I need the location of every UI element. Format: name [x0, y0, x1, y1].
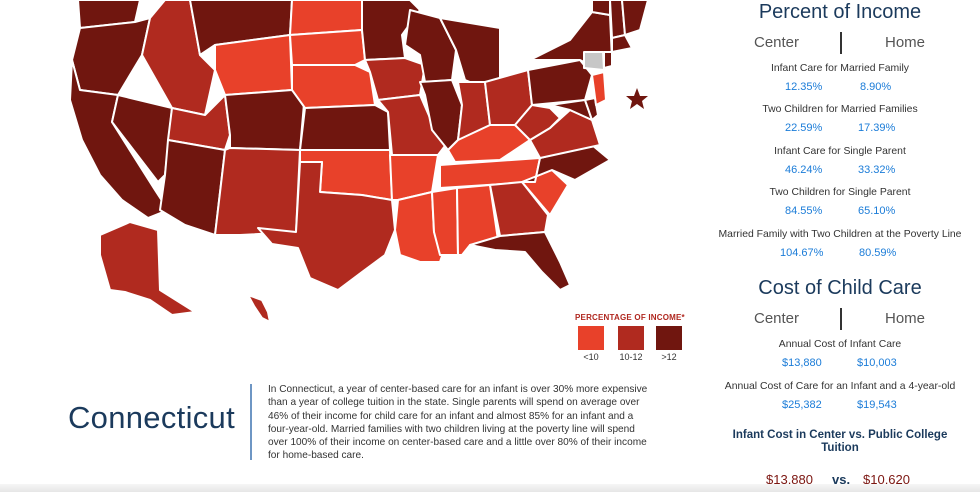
- us-choropleth-map: [69, 0, 649, 323]
- poi-center-value: 104.67%: [780, 247, 824, 259]
- cost-of-child-care-title: Cost of Child Care: [758, 277, 922, 299]
- state-title: Connecticut: [68, 400, 236, 435]
- poi-home-value: 8.90%: [860, 81, 892, 93]
- state-massachusetts[interactable]: [611, 34, 633, 53]
- legend-swatch-mid: [618, 326, 644, 350]
- cost-center-header: Center: [754, 310, 800, 327]
- state-hawaii[interactable]: [247, 294, 271, 323]
- poi-row-label: Two Children for Married Families: [762, 104, 918, 115]
- poi-column-separator: [840, 32, 842, 54]
- legend-label-lt10: <10: [583, 352, 599, 362]
- legend-item-lt10: <10: [577, 326, 605, 362]
- cost-column-separator: [840, 308, 842, 330]
- poi-center-value: 84.55%: [785, 205, 823, 217]
- percent-of-income-title: Percent of Income: [758, 1, 922, 23]
- state-connecticut[interactable]: [583, 51, 605, 71]
- cost-center-value: $25,382: [782, 399, 822, 411]
- comparison-vs: vs.: [832, 472, 851, 487]
- state-minnesota[interactable]: [361, 0, 421, 61]
- comparison-title-line: Tuition: [821, 442, 859, 454]
- state-description-line: 46% of their income for child care for a…: [268, 410, 634, 422]
- legend-swatch-gt12: [656, 326, 682, 350]
- cost-home-header: Home: [885, 310, 926, 327]
- legend-label-gt12: >12: [661, 352, 677, 362]
- poi-row-label: Married Family with Two Children at the …: [718, 229, 962, 240]
- cost-row-label: Annual Cost of Care for an Infant and a …: [724, 381, 956, 392]
- state-arizona[interactable]: [159, 139, 226, 236]
- poi-center-value: 22.59%: [785, 122, 823, 134]
- state-texas[interactable]: [257, 161, 396, 291]
- state-maine[interactable]: [621, 0, 649, 36]
- state-mississippi[interactable]: [431, 187, 459, 256]
- state-description-line: four-year-old. Married families with two…: [268, 423, 635, 435]
- state-new-mexico[interactable]: [214, 147, 301, 236]
- bottom-shade: [0, 484, 980, 492]
- cost-home-value: $10,003: [857, 357, 897, 369]
- state-oregon[interactable]: [71, 17, 151, 96]
- legend-item-mid: 10-12: [617, 326, 645, 362]
- state-description-line: over 100% of their income on center-base…: [268, 437, 647, 449]
- state-description-line: In Connecticut, a year of center-based c…: [268, 384, 648, 395]
- state-wyoming[interactable]: [214, 34, 293, 96]
- state-georgia[interactable]: [489, 181, 549, 237]
- poi-row-label: Infant Care for Married Family: [770, 63, 909, 74]
- legend-item-gt12: >12: [655, 326, 683, 362]
- state-missouri[interactable]: [377, 94, 449, 156]
- state-kansas[interactable]: [299, 104, 391, 151]
- poi-row-label: Infant Care for Single Parent: [774, 146, 906, 157]
- cost-home-value: $19,543: [857, 399, 897, 411]
- state-nebraska[interactable]: [291, 64, 376, 109]
- tuition-value: $10,620: [863, 472, 910, 487]
- cost-row-label: Annual Cost of Infant Care: [778, 339, 902, 350]
- state-south-dakota[interactable]: [289, 29, 366, 66]
- poi-home-header: Home: [885, 34, 926, 51]
- state-new-jersey[interactable]: [591, 71, 607, 106]
- comparison-title: Infant Cost in Center vs. Public College…: [700, 429, 980, 455]
- state-vermont[interactable]: [591, 0, 611, 16]
- legend-label-mid: 10-12: [619, 352, 643, 362]
- state-description-line: for home-based care.: [268, 450, 364, 462]
- cost-center-value: $13,880: [782, 357, 822, 369]
- state-california[interactable]: [69, 59, 169, 219]
- poi-row-label: Two Children for Single Parent: [769, 187, 911, 198]
- state-description: In Connecticut, a year of center-based c…: [268, 383, 688, 463]
- poi-center-value: 12.35%: [785, 81, 823, 93]
- poi-home-value: 80.59%: [859, 247, 897, 259]
- legend-title: PERCENTAGE OF INCOME*: [575, 313, 685, 322]
- state-description-line: than a year of college tuition in the st…: [268, 397, 640, 409]
- map-legend: PERCENTAGE OF INCOME* <10 10-12 >12: [575, 313, 690, 364]
- state-nevada[interactable]: [111, 94, 173, 183]
- state-florida[interactable]: [469, 231, 571, 291]
- poi-home-value: 65.10%: [858, 205, 896, 217]
- legend-swatch-lt10: [578, 326, 604, 350]
- poi-home-value: 17.39%: [858, 122, 896, 134]
- state-colorado[interactable]: [224, 89, 306, 151]
- star-icon: [626, 88, 648, 109]
- poi-center-value: 46.24%: [785, 164, 823, 176]
- infant-cost-value: $13,880: [766, 472, 813, 487]
- poi-home-value: 33.32%: [858, 164, 896, 176]
- state-delaware[interactable]: [584, 97, 599, 121]
- comparison-title-line: Infant Cost in Center vs. Public College: [732, 429, 948, 441]
- state-alaska[interactable]: [99, 221, 196, 316]
- state-divider: [250, 384, 252, 460]
- poi-center-header: Center: [754, 34, 800, 51]
- state-pennsylvania[interactable]: [527, 59, 593, 106]
- state-rhode-island[interactable]: [603, 51, 613, 69]
